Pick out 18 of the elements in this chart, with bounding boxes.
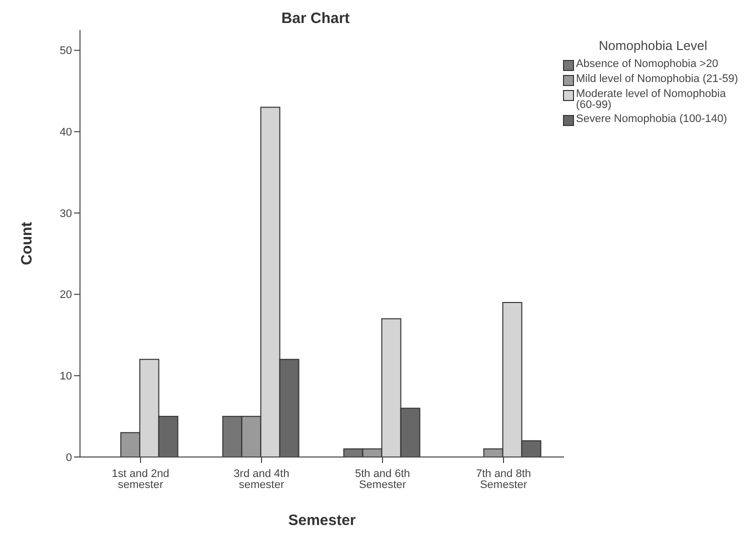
legend-label: Absence of Nomophobia >20: [576, 58, 718, 70]
legend-label: Severe Nomophobia (100-140): [576, 113, 728, 125]
legend-label: Mild level of Nomophobia (21-59): [576, 73, 738, 85]
y-tick-label: 20: [60, 289, 72, 302]
x-tick-label: 7th and 8th Semester: [476, 468, 532, 491]
y-tick-label: 50: [60, 45, 72, 58]
y-tick-label: 10: [60, 370, 72, 383]
legend-title: Nomophobia Level: [598, 38, 708, 53]
y-tick-label: 0: [66, 452, 72, 464]
y-axis-title: Count: [18, 222, 36, 266]
chart-title: Bar Chart: [280, 10, 351, 27]
y-tick-label: 40: [60, 126, 72, 139]
x-tick-label: 3rd and 4th semester: [234, 468, 290, 491]
x-axis-title: Semester: [288, 512, 356, 529]
x-tick-label: 5th and 6th Semester: [354, 468, 410, 491]
legend-label: Moderate level of Nomophobia (60-99): [576, 88, 727, 111]
x-tick-label: 1st and 2nd semester: [112, 468, 170, 491]
y-tick-label: 30: [60, 208, 72, 220]
